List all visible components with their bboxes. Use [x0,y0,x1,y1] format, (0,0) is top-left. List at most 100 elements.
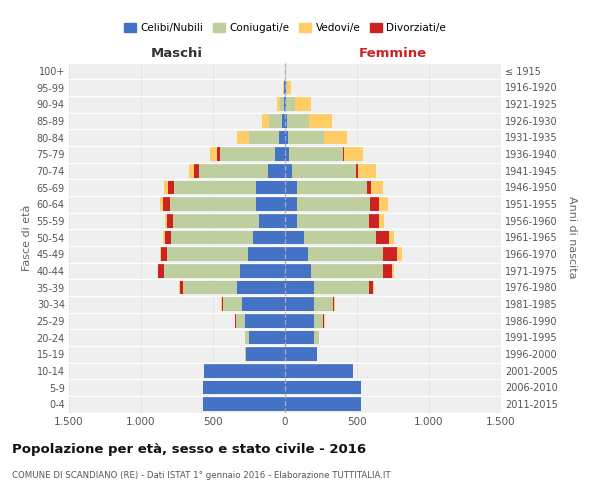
Bar [285,164,292,177]
Bar [368,214,379,228]
Bar [334,298,335,311]
Bar [324,314,325,328]
Bar [238,130,249,144]
Bar [275,148,285,161]
Bar [371,180,383,194]
Bar [314,330,319,344]
Bar [286,80,287,94]
Bar [368,280,373,294]
Bar [235,314,236,328]
Bar [173,214,259,228]
Bar [164,264,241,278]
Bar [287,114,309,128]
Bar [180,280,183,294]
Bar [183,280,238,294]
Bar [296,180,367,194]
Bar [292,164,356,177]
Bar [285,64,286,78]
Bar [285,380,361,394]
Bar [356,164,358,177]
Bar [160,198,163,211]
Bar [285,264,311,278]
Bar [163,198,170,211]
Bar [373,280,374,294]
Bar [203,398,285,411]
Bar [262,114,269,128]
Bar [285,330,314,344]
Bar [383,264,392,278]
Bar [282,114,285,128]
Bar [238,280,285,294]
Bar [285,230,304,244]
Bar [285,148,289,161]
Bar [166,214,167,228]
Bar [189,164,194,177]
Bar [289,148,343,161]
Bar [248,248,285,261]
Bar [389,230,394,244]
Text: Popolazione per età, sesso e stato civile - 2016: Popolazione per età, sesso e stato civil… [12,442,366,456]
Bar [376,230,389,244]
Text: Femmine: Femmine [359,47,427,60]
Bar [284,98,285,111]
Bar [392,264,394,278]
Bar [285,314,314,328]
Y-axis label: Anni di nascita: Anni di nascita [568,196,577,278]
Bar [210,148,217,161]
Bar [308,248,383,261]
Bar [203,380,285,394]
Bar [256,198,285,211]
Bar [245,330,249,344]
Bar [279,130,285,144]
Bar [249,130,279,144]
Bar [285,214,296,228]
Bar [332,298,334,311]
Bar [285,80,286,94]
Bar [285,114,287,128]
Bar [269,114,282,128]
Bar [379,198,388,211]
Bar [285,180,296,194]
Bar [285,130,288,144]
Bar [280,98,284,111]
Text: COMUNE DI SCANDIANO (RE) - Dati ISTAT 1° gennaio 2016 - Elaborazione TUTTITALIA.: COMUNE DI SCANDIANO (RE) - Dati ISTAT 1°… [12,471,391,480]
Bar [220,148,275,161]
Bar [397,248,403,261]
Bar [174,180,256,194]
Bar [223,298,242,311]
Y-axis label: Fasce di età: Fasce di età [22,204,32,270]
Bar [314,298,332,311]
Bar [284,80,285,94]
Bar [323,314,324,328]
Bar [217,148,220,161]
Bar [287,80,292,94]
Bar [370,198,379,211]
Bar [253,230,285,244]
Bar [324,130,347,144]
Bar [249,330,285,344]
Bar [344,148,363,161]
Bar [283,80,284,94]
Bar [167,248,248,261]
Bar [311,264,383,278]
Bar [170,198,256,211]
Bar [296,214,368,228]
Bar [367,180,371,194]
Text: Maschi: Maschi [151,47,203,60]
Bar [288,130,324,144]
Bar [171,230,253,244]
Bar [164,180,167,194]
Bar [158,264,164,278]
Bar [246,348,285,361]
Bar [309,114,332,128]
Bar [285,248,308,261]
Bar [295,98,311,111]
Bar [161,248,167,261]
Bar [167,180,174,194]
Bar [245,314,285,328]
Bar [236,314,245,328]
Bar [256,180,285,194]
Legend: Celibi/Nubili, Coniugati/e, Vedovi/e, Divorziati/e: Celibi/Nubili, Coniugati/e, Vedovi/e, Di… [120,18,450,37]
Bar [358,164,376,177]
Bar [314,314,323,328]
